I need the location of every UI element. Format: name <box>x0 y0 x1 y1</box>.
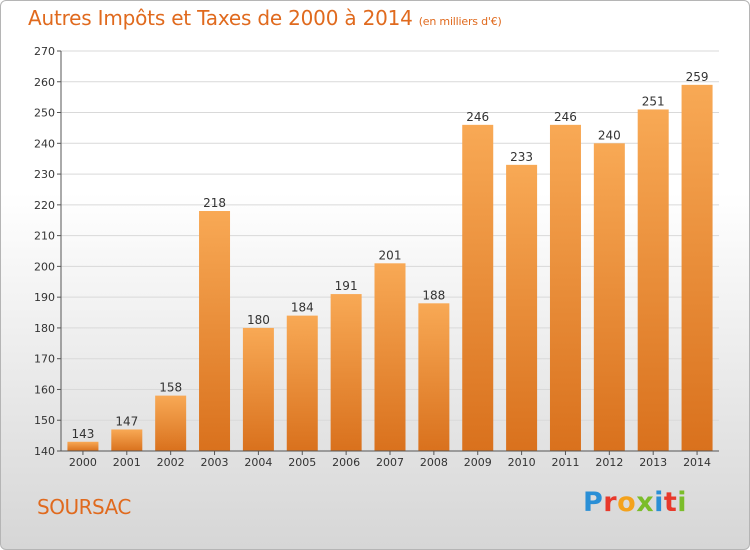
chart-title-text: Autres Impôts et Taxes de 2000 à 2014 <box>28 6 413 30</box>
x-tick-label: 2006 <box>332 456 360 469</box>
x-tick-label: 2003 <box>201 456 229 469</box>
data-label: 158 <box>159 381 182 395</box>
data-label: 201 <box>379 248 402 262</box>
bar <box>637 109 669 451</box>
y-tick-label: 250 <box>34 107 55 120</box>
y-tick-label: 270 <box>34 45 55 58</box>
y-tick-label: 240 <box>34 137 55 150</box>
y-tick-label: 260 <box>34 76 55 89</box>
data-label: 184 <box>291 301 314 315</box>
bar <box>374 263 406 451</box>
commune-name: SOURSAC <box>37 495 131 519</box>
data-label: 246 <box>554 110 577 124</box>
x-tick-label: 2012 <box>595 456 623 469</box>
bar <box>462 124 494 451</box>
bar <box>506 164 538 451</box>
y-tick-label: 150 <box>34 414 55 427</box>
logo-letter: o <box>617 487 637 518</box>
data-label: 147 <box>115 414 138 428</box>
bar <box>155 395 187 451</box>
bar <box>593 143 625 452</box>
y-tick-label: 180 <box>34 322 55 335</box>
logo-letter: x <box>636 487 655 518</box>
y-tick-label: 210 <box>34 230 55 243</box>
bar <box>681 84 713 451</box>
bar <box>330 294 362 451</box>
data-label: 259 <box>686 70 709 84</box>
chart-subtitle: (en milliers d'€) <box>418 15 502 28</box>
bar <box>67 441 99 451</box>
data-label: 180 <box>247 313 270 327</box>
bar <box>111 429 143 451</box>
x-tick-label: 2001 <box>113 456 141 469</box>
x-tick-label: 2004 <box>244 456 272 469</box>
bar <box>199 211 231 451</box>
data-label: 218 <box>203 196 226 210</box>
data-label: 143 <box>71 427 94 441</box>
logo-letter: t <box>663 487 678 518</box>
bar <box>286 315 318 451</box>
x-tick-label: 2010 <box>508 456 536 469</box>
x-tick-label: 2013 <box>639 456 667 469</box>
data-label: 240 <box>598 128 621 142</box>
x-tick-label: 2009 <box>464 456 492 469</box>
x-tick-label: 2014 <box>683 456 711 469</box>
logo-letter: P <box>583 487 604 518</box>
y-tick-label: 140 <box>34 445 55 458</box>
y-tick-label: 200 <box>34 260 55 273</box>
data-label: 191 <box>335 279 358 293</box>
logo-letter: i <box>654 487 664 518</box>
x-tick-label: 2008 <box>420 456 448 469</box>
data-label: 251 <box>642 94 665 108</box>
x-tick-label: 2005 <box>288 456 316 469</box>
bar <box>418 303 450 451</box>
bar <box>549 124 581 451</box>
y-tick-label: 220 <box>34 199 55 212</box>
y-tick-label: 160 <box>34 383 55 396</box>
y-tick-label: 190 <box>34 291 55 304</box>
x-tick-label: 2000 <box>69 456 97 469</box>
x-tick-label: 2002 <box>157 456 185 469</box>
chart-title: Autres Impôts et Taxes de 2000 à 2014 (en… <box>28 6 502 30</box>
data-label: 188 <box>422 288 445 302</box>
data-label: 233 <box>510 150 533 164</box>
x-tick-label: 2011 <box>551 456 579 469</box>
logo-letter: r <box>603 487 618 518</box>
data-label: 246 <box>466 110 489 124</box>
logo-letter: i <box>677 487 688 518</box>
x-tick-label: 2007 <box>376 456 404 469</box>
y-tick-label: 230 <box>34 168 55 181</box>
proxiti-logo: Proxiti <box>583 487 687 518</box>
bar <box>242 327 274 451</box>
y-tick-label: 170 <box>34 353 55 366</box>
